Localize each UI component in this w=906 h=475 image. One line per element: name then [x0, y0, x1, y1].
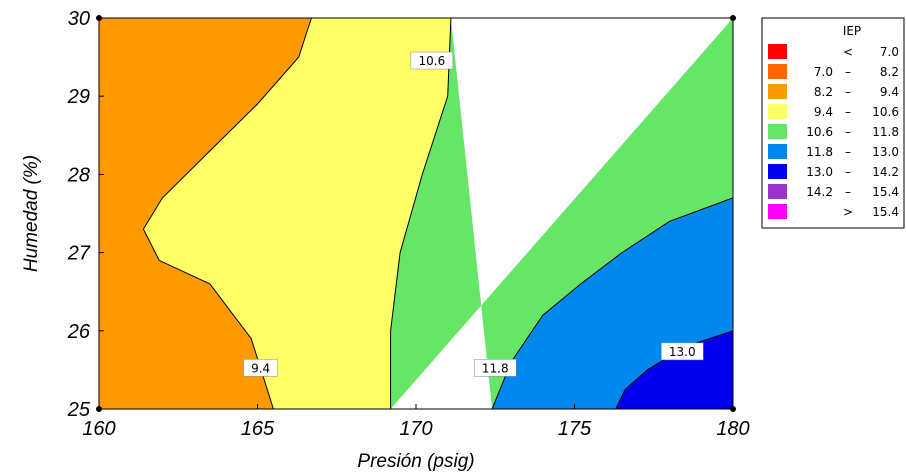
- legend-swatch: [768, 44, 787, 59]
- y-tick-label: 28: [67, 164, 90, 186]
- svg-text:–: –: [845, 65, 851, 79]
- legend-swatch: [768, 184, 787, 199]
- svg-text:14.2: 14.2: [806, 185, 833, 199]
- x-tick-label: 160: [82, 418, 115, 440]
- y-tick-label: 29: [67, 86, 90, 108]
- svg-text:–: –: [845, 185, 851, 199]
- legend-swatch: [768, 64, 787, 79]
- svg-text:10.6: 10.6: [872, 105, 899, 119]
- y-axis-title: Humedad (%): [21, 155, 42, 272]
- x-tick-label: 165: [241, 418, 275, 440]
- contour-labels: 10.6 9.4 11.8 13.0: [243, 51, 704, 377]
- x-tick-label: 180: [716, 418, 749, 440]
- y-tick-label: 27: [67, 243, 91, 265]
- svg-text:11.8: 11.8: [806, 145, 833, 159]
- svg-text:11.8: 11.8: [482, 361, 509, 375]
- corner-dot: [730, 15, 736, 21]
- svg-text:13.0: 13.0: [806, 165, 833, 179]
- svg-text:15.4: 15.4: [872, 185, 899, 199]
- y-tick-label: 26: [67, 321, 91, 343]
- legend-swatch: [768, 84, 787, 99]
- svg-text:9.4: 9.4: [880, 85, 899, 99]
- axis-ticks: 160 165 170 175 180 25 26 27 28 29 30: [67, 8, 750, 440]
- svg-text:10.6: 10.6: [806, 125, 833, 139]
- x-axis-title: Presión (psig): [357, 451, 474, 472]
- x-tick-label: 175: [558, 418, 592, 440]
- svg-text:–: –: [845, 145, 851, 159]
- svg-text:11.8: 11.8: [872, 125, 899, 139]
- svg-text:<: <: [843, 45, 853, 59]
- legend-entry: 9.4– 10.6: [768, 104, 899, 119]
- legend-swatch: [768, 204, 787, 219]
- legend-entry: 10.6– 11.8: [768, 124, 899, 139]
- band-9-4-10-6: [143, 18, 451, 409]
- svg-text:9.4: 9.4: [251, 361, 270, 375]
- svg-text:–: –: [845, 125, 851, 139]
- band-8-2-9-4: [99, 18, 312, 409]
- svg-text:13.0: 13.0: [872, 145, 899, 159]
- contour-line-9-4: [142, 17, 312, 410]
- svg-text:–: –: [845, 105, 851, 119]
- legend-entry: 8.2– 9.4: [768, 84, 899, 99]
- legend: IEP <7.07.0–8.28.2–9.49.4–10.610.6–11.81…: [761, 17, 905, 229]
- legend-swatch: [768, 104, 787, 119]
- legend-entry: 13.0– 14.2: [768, 164, 899, 179]
- contour-line-10-6: [390, 17, 452, 409]
- legend-entry: 11.8– 13.0: [768, 144, 899, 159]
- contour-line-13-0: [615, 330, 734, 410]
- corner-dot: [96, 406, 102, 412]
- plot-area: [99, 18, 733, 409]
- legend-entry: 14.2– 15.4: [768, 184, 899, 199]
- svg-text:10.6: 10.6: [418, 54, 445, 68]
- band-13-0-14-2: [615, 330, 733, 409]
- legend-entry: 7.0– 8.2: [768, 64, 899, 79]
- legend-title: IEP: [843, 24, 861, 38]
- svg-text:8.2: 8.2: [814, 85, 833, 99]
- y-tick-label: 30: [68, 8, 90, 30]
- svg-text:–: –: [845, 85, 851, 99]
- contour-lines: [142, 17, 734, 410]
- contour-label: 9.4: [243, 359, 278, 377]
- band-11-8-13-0: [492, 197, 733, 409]
- corner-dot: [96, 15, 102, 21]
- svg-text:–: –: [845, 165, 851, 179]
- svg-text:>: >: [843, 205, 853, 219]
- legend-swatch: [768, 164, 787, 179]
- x-tick-label: 170: [399, 418, 432, 440]
- legend-swatch: [768, 124, 787, 139]
- svg-text:13.0: 13.0: [669, 345, 696, 359]
- svg-text:15.4: 15.4: [872, 205, 899, 219]
- band-10-6-11-8: [390, 18, 733, 409]
- legend-swatch: [768, 144, 787, 159]
- svg-text:7.0: 7.0: [880, 45, 899, 59]
- corner-dot: [730, 406, 736, 412]
- contour-label: 13.0: [661, 342, 704, 361]
- svg-text:7.0: 7.0: [814, 65, 833, 79]
- legend-entries: <7.07.0–8.28.2–9.49.4–10.610.6–11.811.8–…: [768, 44, 899, 219]
- contour-label: 10.6: [410, 51, 454, 70]
- legend-entry: <7.0: [768, 44, 899, 59]
- contour-label: 11.8: [474, 359, 517, 377]
- svg-text:14.2: 14.2: [872, 165, 899, 179]
- legend-entry: >15.4: [768, 204, 899, 219]
- svg-text:8.2: 8.2: [880, 65, 899, 79]
- svg-text:9.4: 9.4: [814, 105, 833, 119]
- y-tick-label: 25: [67, 399, 91, 421]
